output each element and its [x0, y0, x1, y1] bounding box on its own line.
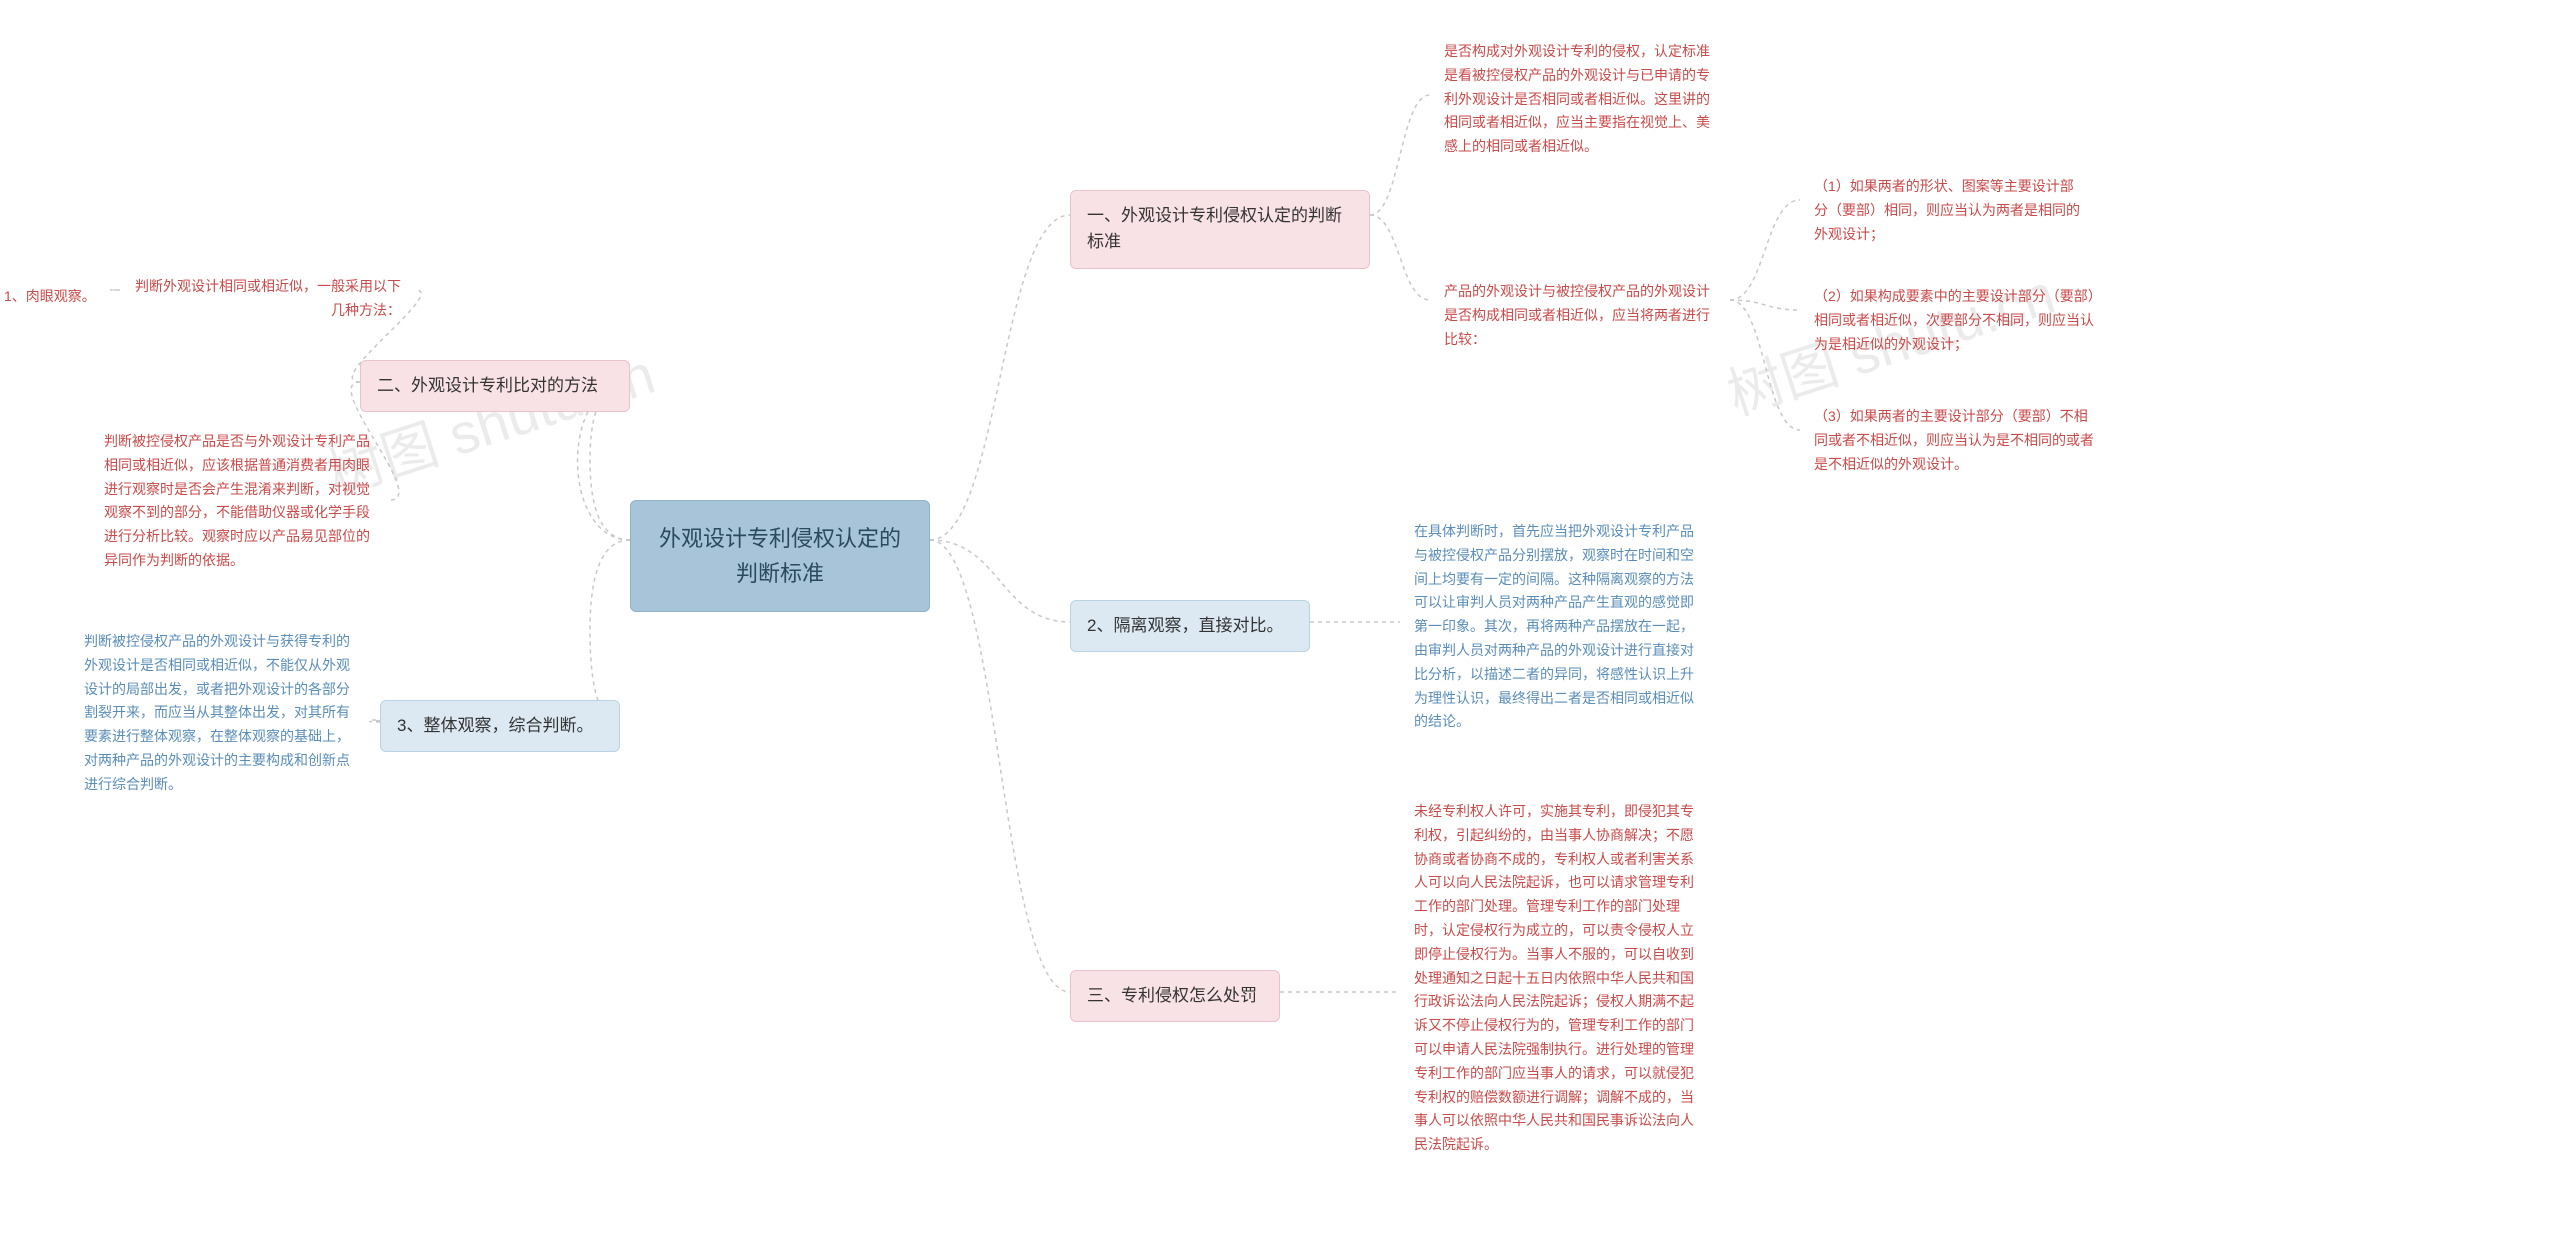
right-1-leaf-2-sub-3: （3）如果两者的主要设计部分（要部）不相同或者不相近似，则应当认为是不相同的或者… [1800, 395, 2110, 486]
right-3-leaf-1-text: 未经专利权人许可，实施其专利，即侵犯其专利权，引起纠纷的，由当事人协商解决；不愿… [1414, 803, 1694, 1152]
right-1-leaf-2-sub-2-text: （2）如果构成要素中的主要设计部分（要部）相同或者相近似，次要部分不相同，则应当… [1814, 288, 2095, 352]
left-2-leaf-1: 判断被控侵权产品的外观设计与获得专利的外观设计是否相同或相近似，不能仅从外观设计… [70, 620, 370, 807]
right-1-leaf-2-sub-1-text: （1）如果两者的形状、图案等主要设计部分（要部）相同，则应当认为两者是相同的外观… [1814, 178, 2080, 242]
left-1-leaf-2-text: 判断被控侵权产品是否与外观设计专利产品相同或相近似，应该根据普通消费者用肉眼进行… [104, 433, 370, 568]
left-1-leaf-1-sub-text: 1、肉眼观察。 [4, 288, 96, 304]
root-text: 外观设计专利侵权认定的判断标准 [659, 526, 901, 586]
right-1-leaf-1: 是否构成对外观设计专利的侵权，认定标准是看被控侵权产品的外观设计与已申请的专利外… [1430, 30, 1730, 169]
right-branch-2-label: 2、隔离观察，直接对比。 [1087, 616, 1283, 635]
right-1-leaf-2-sub-3-text: （3）如果两者的主要设计部分（要部）不相同或者不相近似，则应当认为是不相同的或者… [1814, 408, 2094, 472]
left-branch-1: 二、外观设计专利比对的方法 [360, 360, 630, 412]
right-branch-2: 2、隔离观察，直接对比。 [1070, 600, 1310, 652]
right-3-leaf-1: 未经专利权人许可，实施其专利，即侵犯其专利权，引起纠纷的，由当事人协商解决；不愿… [1400, 790, 1710, 1167]
right-branch-1: 一、外观设计专利侵权认定的判断标准 [1070, 190, 1370, 269]
right-1-leaf-1-text: 是否构成对外观设计专利的侵权，认定标准是看被控侵权产品的外观设计与已申请的专利外… [1444, 43, 1710, 154]
right-branch-3: 三、专利侵权怎么处罚 [1070, 970, 1280, 1022]
left-branch-1-label: 二、外观设计专利比对的方法 [377, 376, 598, 395]
left-1-leaf-1: 判断外观设计相同或相近似，一般采用以下几种方法： [120, 265, 415, 333]
left-1-leaf-2: 判断被控侵权产品是否与外观设计专利产品相同或相近似，应该根据普通消费者用肉眼进行… [90, 420, 390, 583]
left-1-leaf-1-text: 判断外观设计相同或相近似，一般采用以下几种方法： [135, 278, 401, 318]
right-1-leaf-2-sub-2: （2）如果构成要素中的主要设计部分（要部）相同或者相近似，次要部分不相同，则应当… [1800, 275, 2110, 366]
left-2-leaf-1-text: 判断被控侵权产品的外观设计与获得专利的外观设计是否相同或相近似，不能仅从外观设计… [84, 633, 350, 792]
right-branch-3-label: 三、专利侵权怎么处罚 [1087, 986, 1257, 1005]
right-1-leaf-2: 产品的外观设计与被控侵权产品的外观设计是否构成相同或者相近似，应当将两者进行比较… [1430, 270, 1730, 361]
right-2-leaf-1-text: 在具体判断时，首先应当把外观设计专利产品与被控侵权产品分别摆放，观察时在时间和空… [1414, 523, 1694, 729]
right-1-leaf-2-text: 产品的外观设计与被控侵权产品的外观设计是否构成相同或者相近似，应当将两者进行比较… [1444, 283, 1710, 347]
left-branch-2: 3、整体观察，综合判断。 [380, 700, 620, 752]
right-branch-1-label: 一、外观设计专利侵权认定的判断标准 [1087, 206, 1342, 251]
left-1-leaf-1-sub: 1、肉眼观察。 [0, 275, 110, 319]
right-1-leaf-2-sub-1: （1）如果两者的形状、图案等主要设计部分（要部）相同，则应当认为两者是相同的外观… [1800, 165, 2100, 256]
right-2-leaf-1: 在具体判断时，首先应当把外观设计专利产品与被控侵权产品分别摆放，观察时在时间和空… [1400, 510, 1710, 744]
root-node: 外观设计专利侵权认定的判断标准 [630, 500, 930, 612]
left-branch-2-label: 3、整体观察，综合判断。 [397, 716, 593, 735]
